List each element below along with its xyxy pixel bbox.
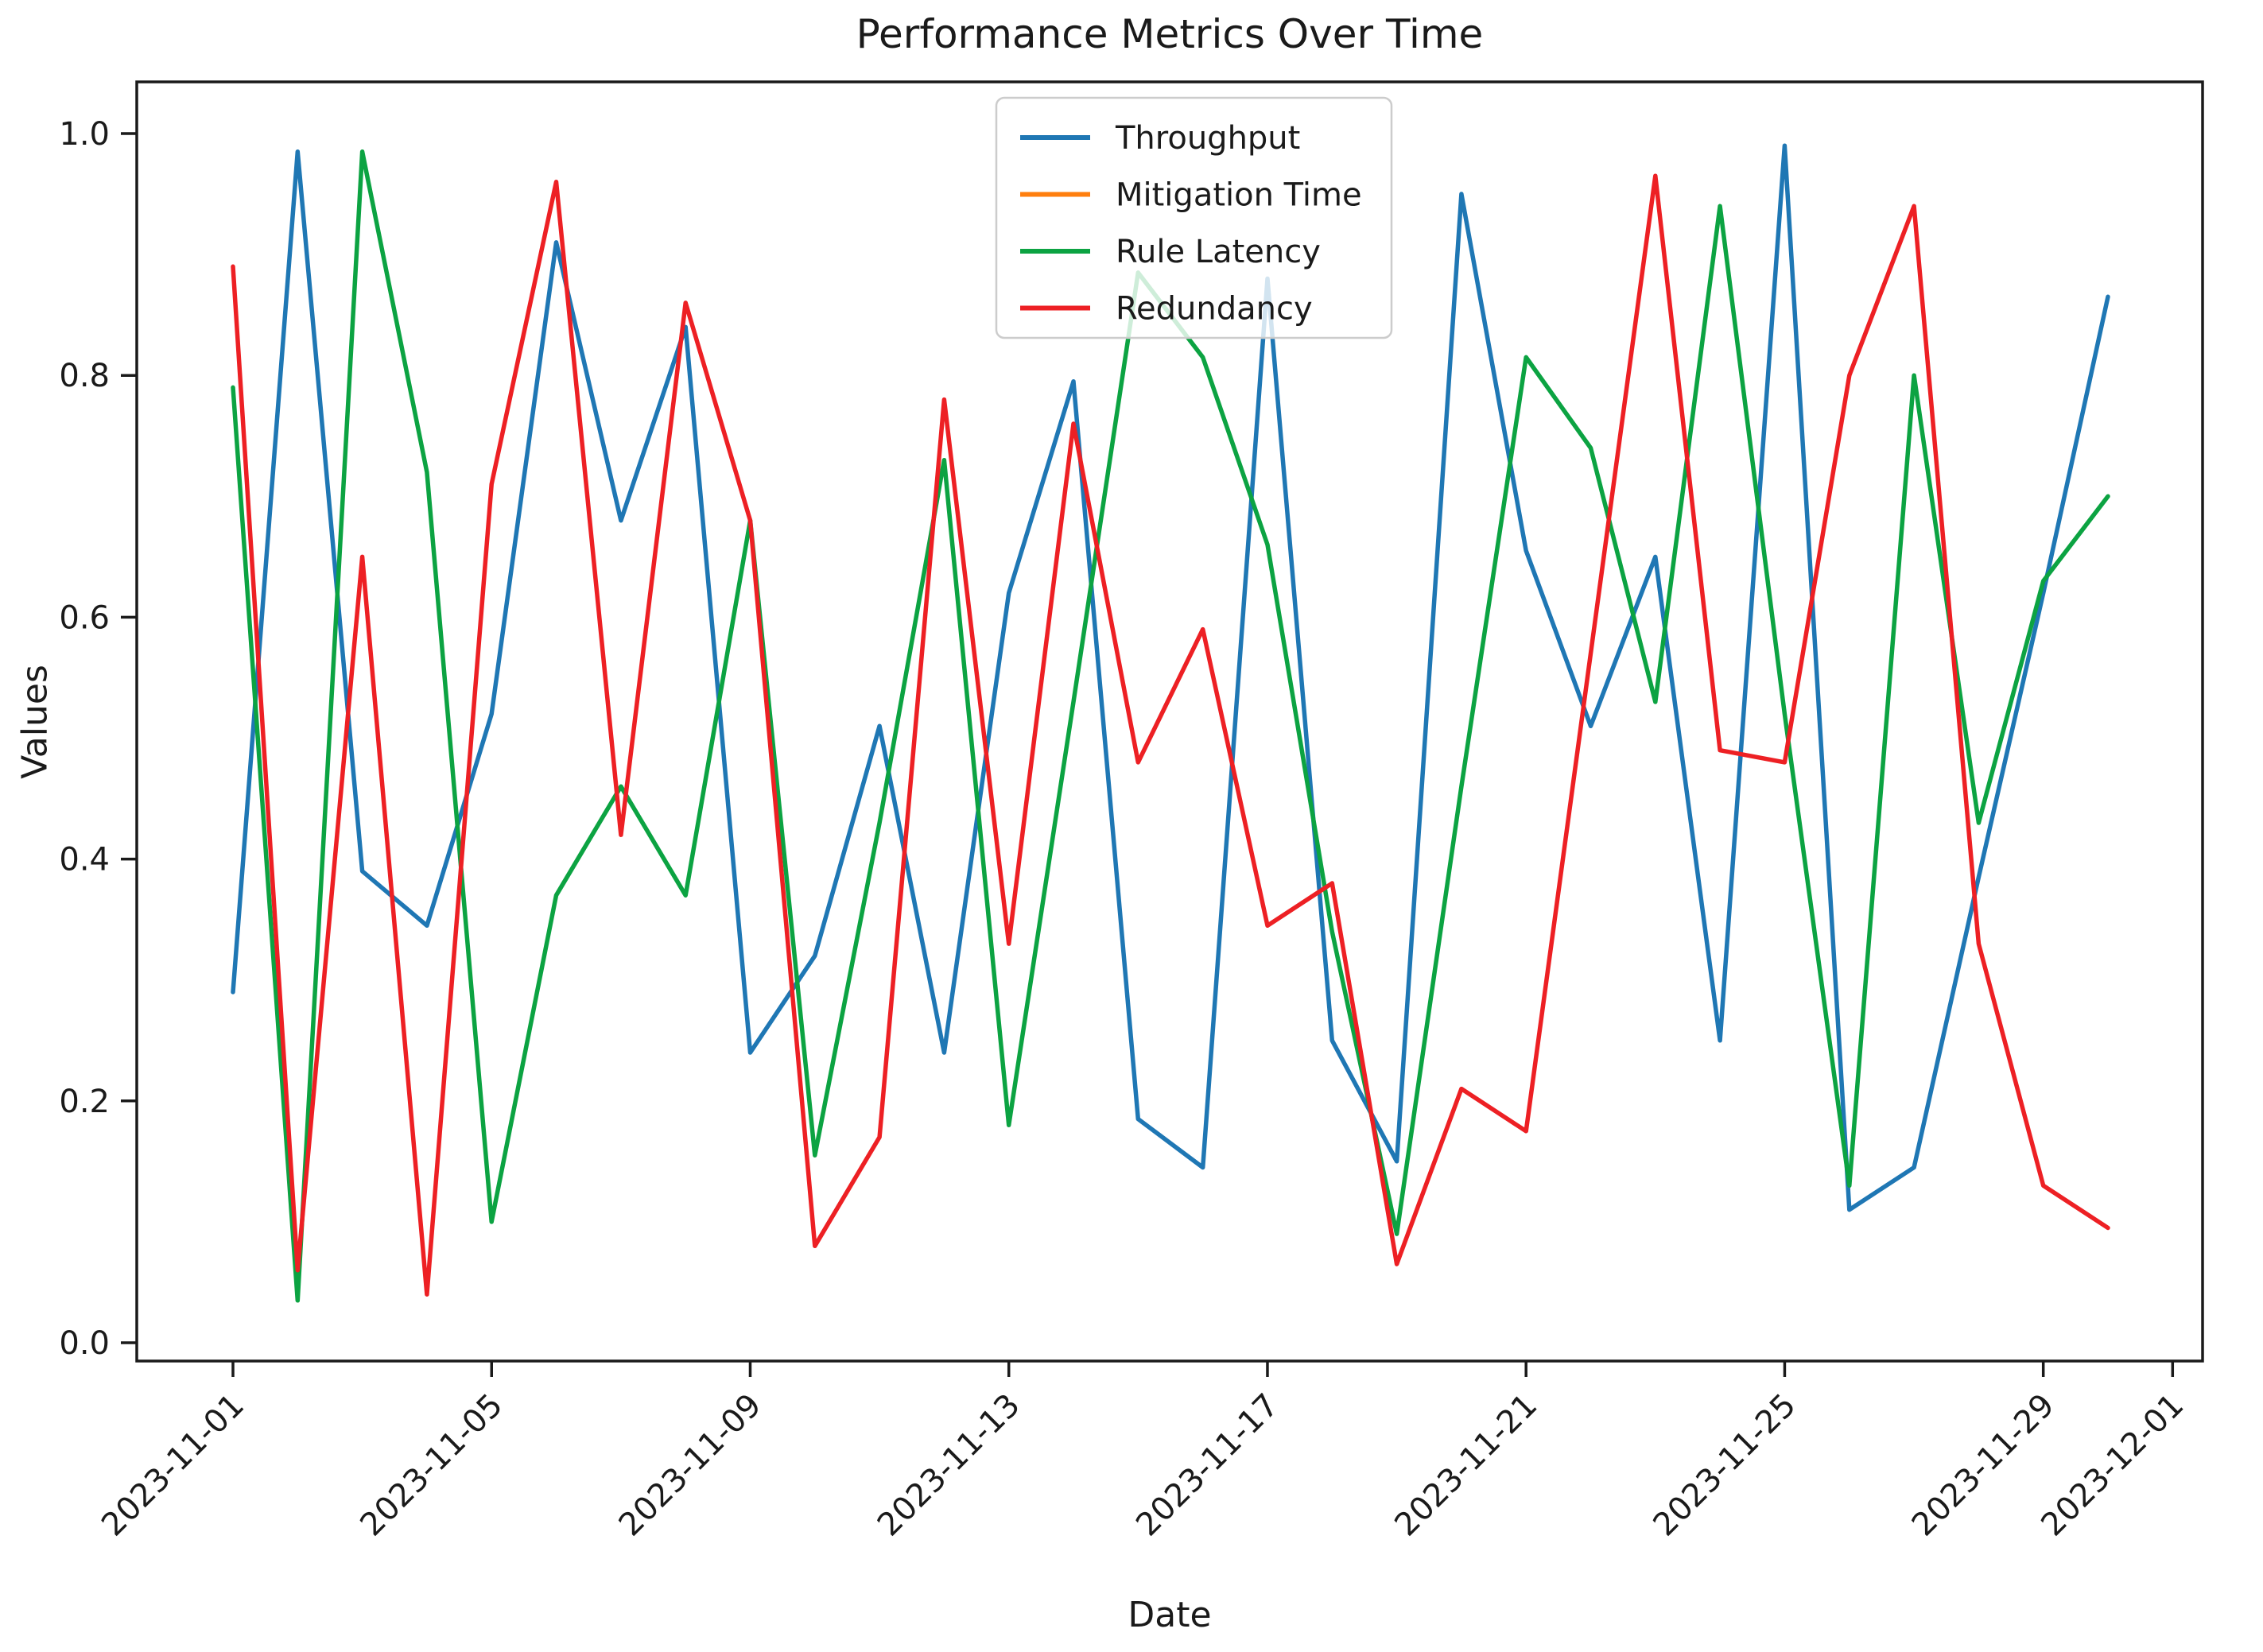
x-tick-label: 2023-11-17 xyxy=(1129,1387,1286,1544)
x-tick-label: 2023-11-21 xyxy=(1388,1387,1544,1544)
legend-label-rule-latency: Rule Latency xyxy=(1116,234,1321,270)
series-line-throughput xyxy=(231,143,2110,1212)
x-axis-label: Date xyxy=(1128,1595,1212,1635)
y-tick-label: 0.0 xyxy=(59,1325,110,1362)
legend-label-mitigation-time: Mitigation Time xyxy=(1116,177,1362,214)
x-tick-label: 2023-11-13 xyxy=(871,1387,1027,1544)
x-tick-label: 2023-11-25 xyxy=(1647,1387,1803,1544)
legend-label-throughput: Throughput xyxy=(1115,120,1300,157)
chart-title: Performance Metrics Over Time xyxy=(856,11,1484,57)
series-line-redundancy xyxy=(231,173,2110,1297)
y-tick-label: 0.6 xyxy=(59,599,110,636)
legend-box xyxy=(995,96,1393,339)
y-tick-label: 0.8 xyxy=(59,358,110,394)
x-tick-label: 2023-11-05 xyxy=(353,1387,510,1544)
plot-border xyxy=(135,80,2204,1363)
y-axis-label: Values xyxy=(14,665,56,779)
y-tick-label: 0.4 xyxy=(59,842,110,878)
legend-label-redundancy: Redundancy xyxy=(1116,291,1313,328)
x-tick-label: 2023-11-09 xyxy=(612,1387,769,1544)
x-tick-label: 2023-11-01 xyxy=(95,1387,251,1544)
y-tick-label: 0.2 xyxy=(59,1084,110,1120)
y-tick-label: 1.0 xyxy=(59,116,110,153)
